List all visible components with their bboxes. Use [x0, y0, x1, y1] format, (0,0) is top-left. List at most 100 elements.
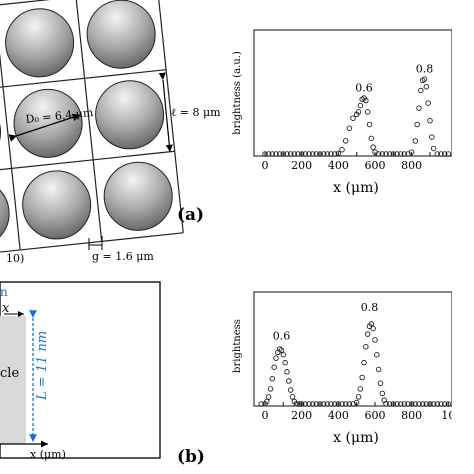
data-point — [265, 394, 272, 400]
data-point — [355, 109, 362, 115]
data-point — [295, 401, 301, 407]
data-point — [390, 401, 397, 407]
data-point — [401, 151, 408, 157]
data-point — [309, 151, 316, 157]
data-point — [394, 401, 400, 407]
particle-box — [0, 281, 161, 459]
sphere — [0, 97, 2, 167]
sphere — [22, 170, 92, 240]
data-point — [324, 401, 331, 407]
gap-label: g = 1.6 μm — [92, 250, 154, 263]
data-point — [284, 151, 290, 157]
data-point — [276, 151, 283, 157]
data-point — [418, 87, 424, 94]
data-point — [273, 151, 279, 157]
annotations: 0.6 0.8 — [355, 63, 433, 95]
diameter-arrow — [8, 113, 81, 142]
sphere — [5, 8, 75, 78]
partial-top-text: n — [0, 285, 8, 299]
data-point — [262, 151, 268, 157]
data-point — [309, 401, 316, 407]
x-tick-label: 200 — [291, 409, 312, 422]
sphere — [95, 80, 165, 150]
data-point — [364, 109, 371, 115]
data-point — [363, 97, 369, 104]
data-point — [306, 401, 312, 407]
data-point — [390, 151, 397, 157]
bottom-x-label: x (μm) — [30, 448, 66, 461]
data-point — [434, 401, 441, 407]
partial-label: 10) — [6, 252, 24, 265]
data-point — [339, 146, 345, 153]
x-tick-label: 10 — [441, 409, 452, 422]
data-point — [441, 151, 448, 157]
sphere — [0, 178, 10, 248]
data-point — [295, 151, 301, 157]
data-point — [427, 117, 433, 124]
data-point — [359, 374, 365, 381]
data-point — [280, 151, 287, 157]
data-point — [331, 151, 338, 157]
data-point — [397, 401, 404, 407]
data-point — [346, 401, 353, 407]
x-tick-label: 400 — [328, 409, 349, 422]
data-point — [441, 401, 448, 407]
data-point — [408, 401, 415, 407]
sphere — [103, 161, 173, 231]
data-point — [284, 369, 290, 375]
data-point — [377, 380, 384, 386]
data-point — [278, 347, 285, 353]
data-point — [280, 351, 287, 358]
data-point — [298, 401, 305, 407]
data-points — [262, 76, 452, 157]
data-point — [445, 401, 452, 407]
data-point — [438, 151, 444, 157]
data-point — [421, 76, 428, 82]
panel-b-label: (b) — [177, 447, 205, 467]
data-point — [361, 359, 367, 366]
data-point — [386, 151, 393, 157]
data-point — [405, 401, 411, 407]
data-point — [328, 151, 334, 157]
data-point — [430, 145, 437, 152]
x-tick-label: 0 — [262, 409, 269, 422]
data-point — [269, 375, 276, 382]
data-point — [287, 151, 294, 157]
data-point — [412, 401, 419, 407]
data-point — [313, 401, 320, 407]
brightness-chart-top: 0 200 400 600 800 0.6 0.8 brightness (a.u.) x… — [232, 29, 452, 196]
partial-particle-text: cle — [0, 366, 19, 381]
data-point — [427, 401, 433, 407]
annotations: 0.6 0.8 — [273, 301, 379, 343]
data-point — [355, 394, 362, 400]
period-label: ℓ = 8 μm — [171, 106, 221, 119]
x-ticks: 0 200 400 600 800 — [262, 152, 431, 172]
data-point — [383, 151, 389, 157]
data-points — [258, 321, 452, 407]
sphere — [86, 0, 156, 69]
data-point — [320, 401, 327, 407]
data-point — [269, 151, 276, 157]
data-point — [342, 401, 349, 407]
period-arrow — [158, 72, 173, 153]
panel-a-label: (a) — [177, 205, 204, 225]
data-point — [306, 151, 312, 157]
data-point — [412, 138, 419, 144]
data-point — [346, 125, 353, 132]
data-point — [374, 351, 380, 358]
data-point — [287, 387, 294, 393]
data-point — [366, 121, 373, 128]
x-ticks: 0 200 400 600 800 10 — [262, 402, 452, 422]
x-tick-label: 600 — [365, 409, 386, 422]
data-point — [302, 401, 309, 407]
data-point — [267, 386, 274, 392]
top-x-arrow-label: x — [2, 301, 10, 316]
brightness-chart-bottom: 0 200 400 600 800 10 0.6 0.8 brightness x (μm) — [232, 291, 452, 446]
data-point — [375, 151, 382, 157]
data-point — [324, 151, 331, 157]
data-point — [286, 378, 292, 384]
data-point — [438, 401, 444, 407]
data-point — [429, 134, 435, 140]
data-point — [350, 115, 356, 121]
